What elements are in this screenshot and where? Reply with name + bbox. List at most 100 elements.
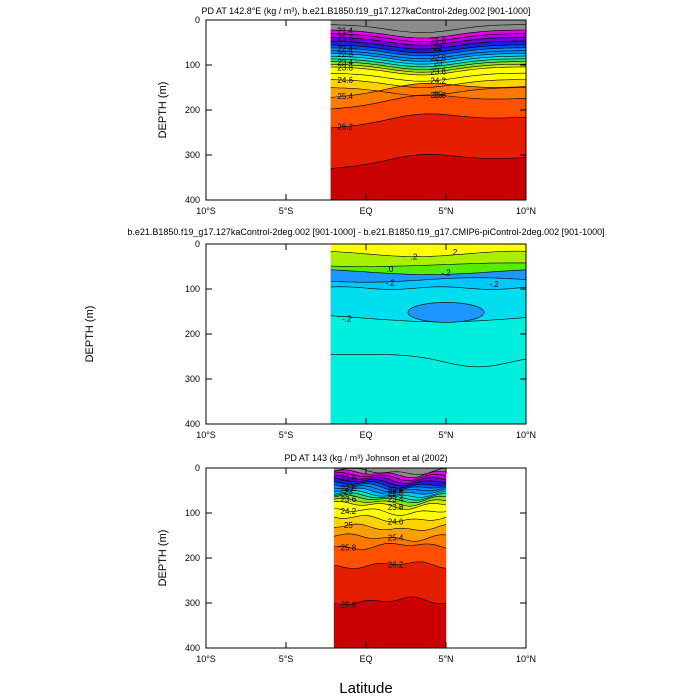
panel-title: PD AT 143 (kg / m³) Johnson et al (2002) [284, 453, 447, 463]
contour-line [330, 55, 526, 65]
contour-label: 23.4 [337, 58, 353, 67]
contour-label: -.2 [385, 279, 395, 288]
contour-label: 23 [434, 59, 443, 68]
contour-label: 23.8 [388, 503, 404, 512]
contour-label: 25.4 [337, 92, 353, 101]
contour-line [330, 24, 526, 33]
contour-label: 22.8 [388, 489, 404, 498]
contour-label: 24.2 [341, 507, 357, 516]
contour-label: 21.4 [337, 27, 353, 36]
contour-line [330, 94, 526, 110]
x-tick-label: 5°N [438, 206, 453, 216]
contour-line [330, 286, 526, 290]
contour-label: 25.8 [430, 91, 446, 100]
contour-anomaly [407, 302, 485, 323]
contour-line [330, 50, 526, 59]
contour-line [330, 36, 526, 46]
contour-line [330, 277, 526, 283]
x-tick-label: 5°S [279, 430, 294, 440]
y-tick-label: 400 [185, 643, 200, 653]
contour-line [333, 483, 447, 491]
x-tick-label: 10°S [196, 206, 216, 216]
contour-label: 23 [344, 487, 353, 496]
x-tick-label: 10°S [196, 654, 216, 664]
contour-line [330, 354, 526, 368]
contour-line [330, 72, 526, 82]
contour-label: 25 [434, 91, 443, 100]
y-tick-label: 400 [185, 195, 200, 205]
contour-line [333, 477, 446, 487]
panel-model-density: PD AT 142.8°E (kg / m³), b.e21.B1850.f19… [157, 6, 536, 216]
contour-line [330, 40, 526, 50]
contour-label: 25 [344, 521, 353, 530]
x-tick-label: EQ [359, 654, 372, 664]
contour-line [330, 63, 526, 73]
contour-label: 26.2 [337, 123, 353, 132]
contour-label: 22.6 [430, 54, 446, 63]
contour-line [333, 523, 447, 531]
contour-line [330, 61, 526, 70]
contour-label: 25.4 [388, 534, 404, 543]
contour-line [333, 500, 447, 510]
x-axis-label: Latitude [339, 680, 392, 697]
contour-label: 21.6 [430, 37, 446, 46]
contour-label: 21.8 [337, 34, 353, 43]
contour-line [330, 58, 526, 68]
contour-line [330, 47, 526, 57]
x-tick-label: 5°N [438, 430, 453, 440]
contour-label: 22.6 [341, 484, 357, 493]
x-tick-label: 10°N [516, 654, 536, 664]
contour-label: 23.6 [341, 495, 357, 504]
contour-label: 26.2 [388, 561, 404, 570]
contour-label: 24.6 [388, 518, 404, 527]
contour-label: -.2 [441, 268, 451, 277]
y-tick-label: 200 [185, 105, 200, 115]
contour-line [330, 29, 526, 39]
contour-line [330, 269, 526, 275]
x-tick-label: 10°N [516, 206, 536, 216]
contour-line [333, 472, 447, 481]
panel-title: b.e21.B1850.f19_g17.127kaControl-2deg.00… [127, 227, 604, 237]
y-tick-label: 0 [195, 463, 200, 473]
contour-line [333, 561, 447, 569]
y-tick-label: 300 [185, 598, 200, 608]
contour-line [333, 497, 447, 507]
x-tick-label: 5°S [279, 654, 294, 664]
contour-label: 24.6 [337, 76, 353, 85]
contour-line [330, 33, 526, 42]
contour-line [330, 315, 526, 323]
contour-line [333, 596, 447, 606]
contour-label: 22 [434, 44, 443, 53]
contour-line [333, 490, 447, 498]
contour-line [330, 153, 526, 169]
y-tick-label: 100 [185, 60, 200, 70]
contour-line [330, 44, 526, 54]
contour-line [330, 250, 526, 257]
contour-line [333, 485, 447, 493]
contour-line [330, 53, 526, 62]
y-tick-label: 300 [185, 150, 200, 160]
contour-label: 22.4 [388, 486, 404, 495]
panel-density-difference: b.e21.B1850.f19_g17.127kaControl-2deg.00… [84, 227, 605, 440]
contour-label: 23.6 [430, 67, 446, 76]
y-tick-label: 300 [185, 374, 200, 384]
contour-label: .0 [387, 265, 394, 274]
contour-label: .2 [411, 253, 418, 262]
x-tick-label: 5°S [279, 206, 294, 216]
contour-line [333, 533, 447, 542]
contour-label: 22.4 [337, 44, 353, 53]
contour-line [330, 79, 526, 88]
contour-line [333, 487, 447, 495]
y-axis-label: DEPTH (m) [157, 82, 169, 139]
y-tick-label: 100 [185, 284, 200, 294]
x-tick-label: 5°N [438, 654, 453, 664]
contour-line [333, 492, 446, 501]
contour-line [333, 507, 447, 516]
contour-line [333, 542, 447, 550]
contour-label: 24.2 [430, 76, 446, 85]
x-tick-label: EQ [359, 430, 372, 440]
y-tick-label: 400 [185, 419, 200, 429]
y-tick-label: 0 [195, 239, 200, 249]
contour-label: 26.6 [341, 601, 357, 610]
